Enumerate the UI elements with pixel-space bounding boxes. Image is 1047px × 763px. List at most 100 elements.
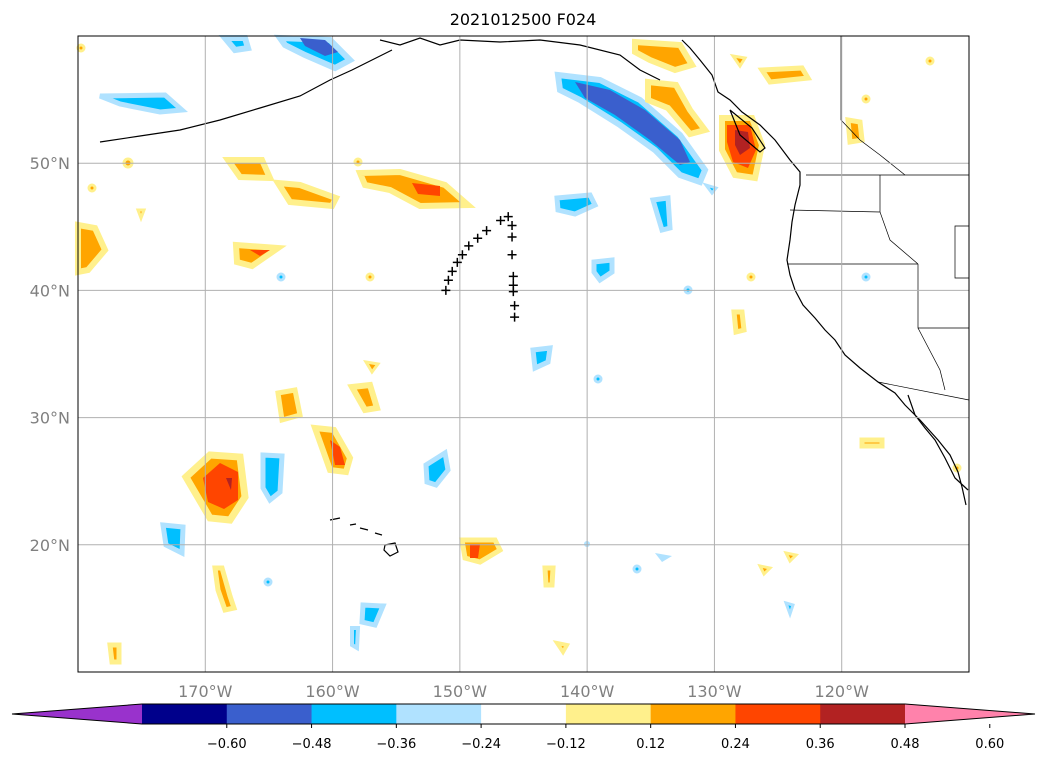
positive-anomaly-dot xyxy=(87,183,97,193)
colorbar-segment xyxy=(820,704,906,724)
positive-anomaly-blob xyxy=(552,640,571,656)
colorbar-segment xyxy=(226,704,313,724)
positive-anomaly-blob xyxy=(729,53,748,69)
lon-tick-label: 140°W xyxy=(560,682,615,701)
hawaii-islands xyxy=(329,517,399,557)
track-marker xyxy=(510,301,520,311)
latitude-axis: 20°N 30°N 40°N 50°N xyxy=(30,154,70,555)
track-marker xyxy=(508,287,518,297)
positive-anomaly-blob xyxy=(107,642,122,665)
lon-tick-label: 120°W xyxy=(815,682,870,701)
colorbar-segment xyxy=(142,704,228,724)
political-boundaries xyxy=(787,36,970,401)
negative-anomaly-core xyxy=(300,38,338,56)
idaho-border xyxy=(879,175,919,265)
washington-oregon-border xyxy=(789,209,881,213)
lon-tick-label: 130°W xyxy=(687,682,742,701)
positive-anomaly-blob xyxy=(645,78,711,138)
positive-anomaly-dot xyxy=(353,157,363,167)
track-marker xyxy=(457,250,467,260)
negative-anomaly-core xyxy=(575,82,690,165)
positive-anomaly-dot xyxy=(861,94,871,104)
vancouver-island xyxy=(729,109,766,153)
positive-anomaly-dot xyxy=(746,272,756,282)
map-frame xyxy=(77,35,970,673)
negative-anomaly-blob xyxy=(649,195,673,234)
positive-anomaly-blob xyxy=(347,381,381,414)
lon-tick-label: 160°W xyxy=(305,682,360,701)
aleutian-islands xyxy=(99,49,393,143)
positive-anomaly-blob xyxy=(272,179,341,210)
positive-anomaly-blob xyxy=(363,359,381,375)
positive-anomaly-blob xyxy=(757,65,813,85)
colorbar-tick-label: 0.24 xyxy=(721,737,750,752)
coastlines xyxy=(99,37,969,557)
colorbar-tick-label: 0.48 xyxy=(891,737,920,752)
negative-anomaly-blob xyxy=(554,192,599,217)
colorbar-segment xyxy=(735,704,821,724)
track-marker xyxy=(441,285,451,295)
lon-tick-label: 170°W xyxy=(178,682,233,701)
negative-anomaly-blob xyxy=(160,522,186,557)
track-marker xyxy=(507,232,517,242)
negative-anomaly-blob xyxy=(783,600,795,619)
gridlines xyxy=(78,36,969,672)
negative-anomaly-blob xyxy=(99,92,189,115)
colorbar-tick-label: −0.36 xyxy=(376,737,416,752)
track-marker xyxy=(452,257,462,267)
colorbar-tick-label: −0.48 xyxy=(292,737,332,752)
colorbar-tick-label: 0.12 xyxy=(636,737,665,752)
map-title: 2021012500 F024 xyxy=(450,10,597,29)
positive-anomaly-blob xyxy=(731,309,747,336)
lon-tick-label: 150°W xyxy=(433,682,488,701)
longitude-axis: 170°W 160°W 150°W 140°W 130°W 120°W xyxy=(178,682,869,701)
lat-tick-label: 20°N xyxy=(30,536,70,555)
colorbar-tick-label: −0.12 xyxy=(546,737,586,752)
negative-anomaly-blob xyxy=(655,553,672,562)
map-background xyxy=(78,36,969,672)
negative-anomaly-dot xyxy=(861,272,871,282)
negative-anomaly-blob xyxy=(359,602,387,628)
positive-anomaly-blob xyxy=(859,437,885,449)
colorbar-outline xyxy=(11,703,1036,725)
track-marker xyxy=(482,226,492,236)
negative-anomaly-dot xyxy=(593,374,603,384)
track-marker xyxy=(496,215,506,225)
positive-anomaly-blob xyxy=(783,550,800,564)
negative-anomaly-blob xyxy=(423,448,451,488)
track-marker xyxy=(508,271,518,281)
positive-anomaly-blob xyxy=(135,208,147,223)
negative-anomaly-blob xyxy=(350,626,361,652)
lat-tick-label: 40°N xyxy=(30,281,70,300)
negative-anomaly-blob xyxy=(591,257,615,284)
positive-anomaly-core xyxy=(412,183,440,196)
track-marker xyxy=(443,275,453,285)
track-marker xyxy=(473,233,483,243)
positive-anomaly-core xyxy=(470,544,480,558)
colorbar-segment xyxy=(481,704,567,724)
negative-anomaly-dot xyxy=(263,577,273,587)
colorbar-segment xyxy=(311,704,397,724)
map-panel xyxy=(75,34,970,673)
positive-anomaly-blob xyxy=(222,157,275,182)
lat-tick-label: 30°N xyxy=(30,409,70,428)
colorbar-segment xyxy=(565,704,652,724)
track-marker xyxy=(507,250,517,260)
positive-anomaly-blob xyxy=(355,168,476,210)
negative-anomaly-blob xyxy=(218,35,252,54)
colorbar-extend-low xyxy=(12,704,142,724)
track-marker xyxy=(510,312,520,322)
positive-anomaly-blob xyxy=(542,565,556,588)
positive-anomaly-core xyxy=(250,250,270,256)
track-marker xyxy=(507,221,517,231)
track-marker xyxy=(464,241,474,251)
colorbar-tick-label: 0.36 xyxy=(806,737,835,752)
positive-anomaly-core xyxy=(203,463,238,509)
us-mexico-border xyxy=(877,381,970,401)
colorbar-tick-label: −0.24 xyxy=(461,737,501,752)
colorbar-segment xyxy=(650,704,736,724)
positive-anomaly-dot xyxy=(76,43,86,53)
positive-anomaly-core xyxy=(330,440,345,465)
negative-anomaly-blob xyxy=(530,345,553,372)
